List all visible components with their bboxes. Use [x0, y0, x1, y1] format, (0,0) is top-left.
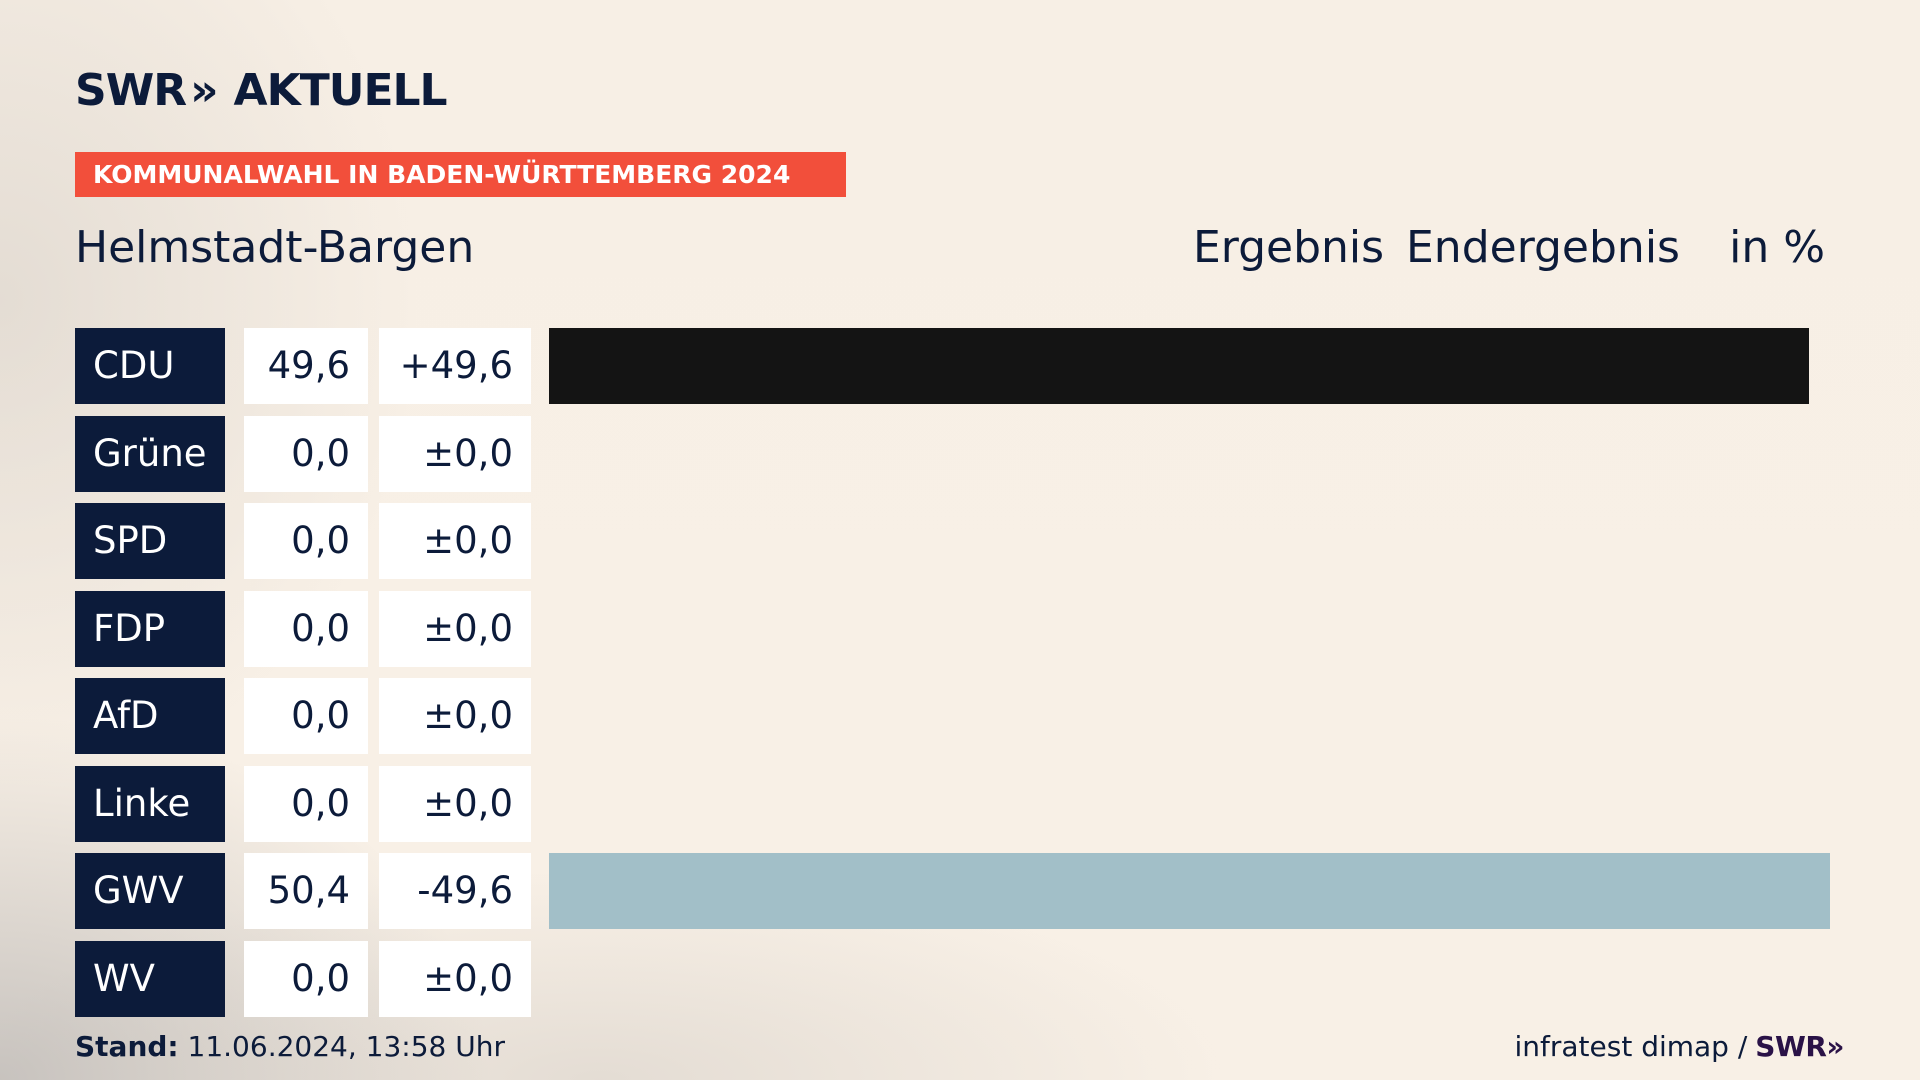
party-label: Grüne: [75, 415, 225, 492]
result-difference: ±0,0: [379, 503, 531, 579]
place-title: Helmstadt-Bargen: [75, 222, 475, 273]
party-label: Linke: [75, 765, 225, 842]
header-unit: in %: [1729, 222, 1825, 273]
result-value: 0,0: [244, 415, 368, 492]
result-difference: ±0,0: [379, 765, 531, 842]
result-value: 49,6: [244, 328, 368, 404]
result-difference: ±0,0: [379, 940, 531, 1017]
swr-aktuell-logo: SWR » AKTUELL: [75, 64, 448, 116]
header-endergebnis: Endergebnis: [1406, 222, 1680, 273]
result-value: 0,0: [244, 678, 368, 754]
result-difference: +49,6: [379, 328, 531, 404]
result-row: Linke 0,0 ±0,0: [75, 765, 1845, 842]
party-label: CDU: [75, 328, 225, 404]
result-row: SPD 0,0 ±0,0: [75, 503, 1845, 579]
logo-chevron-icon: »: [190, 64, 218, 116]
result-row: Grüne 0,0 ±0,0: [75, 415, 1845, 492]
result-value: 0,0: [244, 503, 368, 579]
result-difference: -49,6: [379, 853, 531, 929]
result-value: 0,0: [244, 940, 368, 1017]
result-row: FDP 0,0 ±0,0: [75, 590, 1845, 667]
result-row: GWV 50,4 -49,6: [75, 853, 1845, 929]
source-credit: infratest dimap / SWR»: [1514, 1030, 1844, 1064]
timestamp: Stand: 11.06.2024, 13:58 Uhr: [75, 1030, 505, 1064]
result-bar: [549, 328, 1810, 404]
source-text: infratest dimap /: [1514, 1030, 1748, 1063]
result-bar: [549, 853, 1830, 929]
party-label: GWV: [75, 853, 225, 929]
header-ergebnis: Ergebnis: [1193, 222, 1385, 273]
party-label: SPD: [75, 503, 225, 579]
result-difference: ±0,0: [379, 678, 531, 754]
result-difference: ±0,0: [379, 590, 531, 667]
logo-aktuell-text: AKTUELL: [233, 64, 448, 116]
result-row: WV 0,0 ±0,0: [75, 940, 1845, 1017]
swr-small-logo: SWR»: [1755, 1030, 1844, 1063]
result-value: 0,0: [244, 590, 368, 667]
result-row: CDU 49,6 +49,6: [75, 328, 1845, 404]
result-difference: ±0,0: [379, 415, 531, 492]
party-label: AfD: [75, 678, 225, 754]
stand-label: Stand:: [75, 1030, 179, 1063]
party-label: FDP: [75, 590, 225, 667]
result-value: 50,4: [244, 853, 368, 929]
stand-value: 11.06.2024, 13:58 Uhr: [187, 1030, 505, 1063]
logo-swr-text: SWR: [75, 64, 187, 116]
result-value: 0,0: [244, 765, 368, 842]
party-label: WV: [75, 940, 225, 1017]
election-banner: KOMMUNALWAHL IN BADEN-WÜRTTEMBERG 2024: [75, 152, 846, 197]
result-row: AfD 0,0 ±0,0: [75, 678, 1845, 754]
